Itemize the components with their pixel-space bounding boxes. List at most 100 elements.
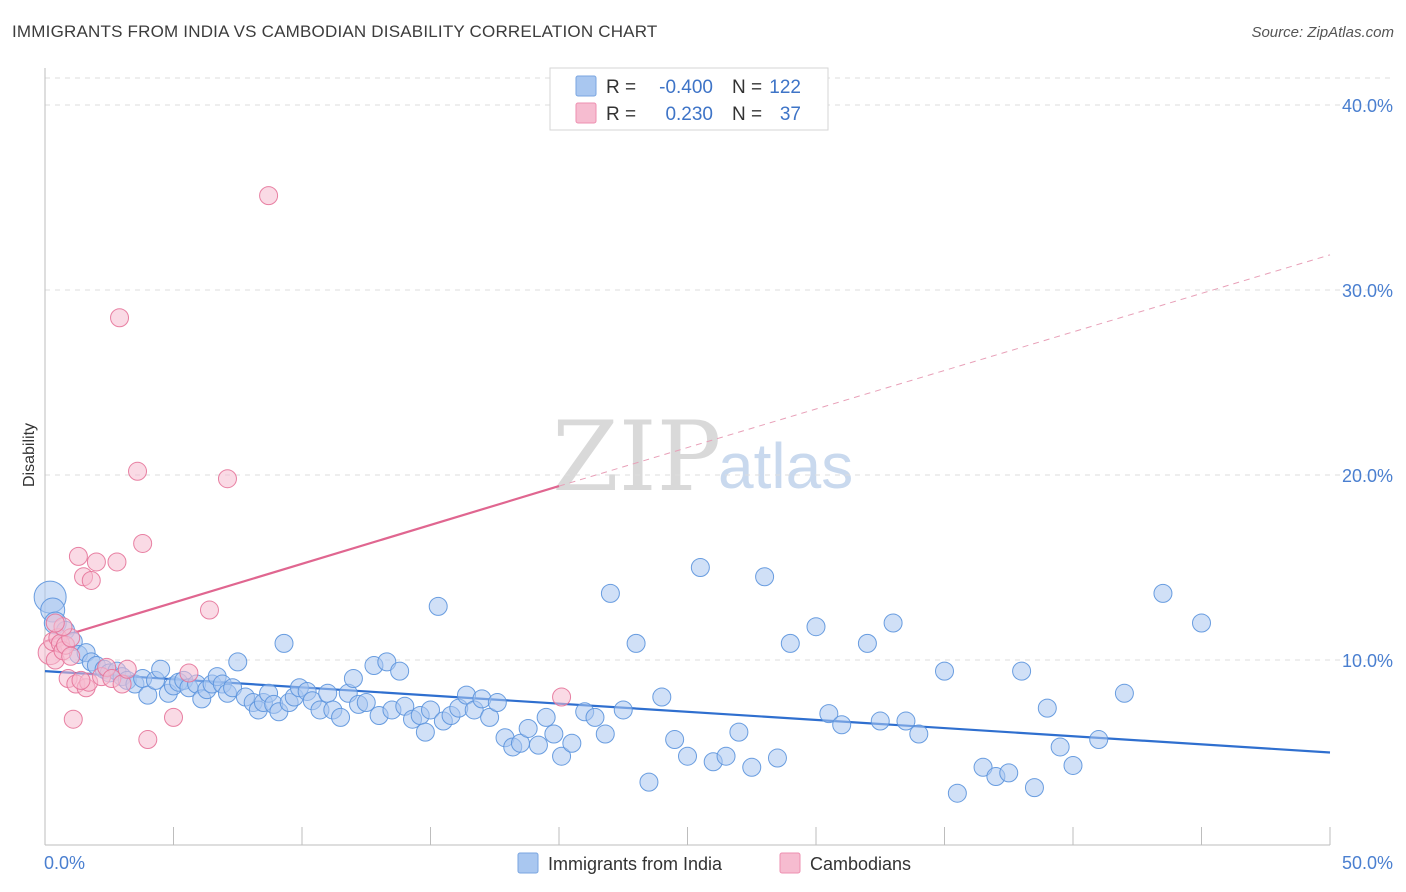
bottom-legend-label-india: Immigrants from India	[548, 854, 723, 874]
india-point	[480, 707, 500, 727]
bottom-legend-label-cambodians: Cambodians	[810, 854, 911, 874]
axes	[44, 68, 1331, 846]
india-point	[896, 711, 916, 731]
india-point	[678, 746, 697, 766]
cambodian-point	[199, 600, 219, 620]
cambodian-point	[259, 186, 279, 206]
india-point	[626, 633, 646, 653]
india-point	[947, 783, 967, 803]
source-label: Source: ZipAtlas.com	[1251, 24, 1394, 41]
gridlines	[45, 77, 1395, 661]
y-tick-labels: 10.0% 20.0% 30.0% 40.0%	[1342, 96, 1393, 671]
india-point	[1012, 661, 1032, 681]
india-point	[665, 730, 685, 750]
india-point	[755, 567, 775, 587]
watermark-atlas: atlas	[718, 430, 853, 502]
india-point	[742, 757, 762, 777]
cambodian-point	[86, 552, 106, 572]
y-axis-label: Disability	[21, 423, 38, 487]
legend-swatch-cambodians	[575, 102, 597, 124]
india-point	[1063, 755, 1083, 775]
watermark: ZIP atlas	[552, 401, 853, 513]
india-point	[274, 633, 294, 653]
india-point	[151, 659, 171, 679]
india-point	[585, 707, 605, 727]
india-point	[228, 652, 248, 672]
legend-n-value-cambodians: 37	[780, 104, 801, 125]
india-point	[1153, 583, 1173, 603]
india-point	[377, 652, 397, 672]
india-point	[518, 718, 538, 738]
india-point	[613, 700, 633, 720]
legend: R = -0.400 N = 122 R = 0.230 N = 37	[549, 67, 829, 131]
cambodian-point	[61, 646, 81, 666]
india-point	[428, 596, 448, 616]
india-point	[595, 724, 615, 744]
india-point	[857, 633, 877, 653]
bottom-legend-swatch-cambodians	[779, 852, 801, 874]
india-point	[528, 735, 548, 755]
trend-line-cambodians	[44, 485, 560, 643]
legend-swatch-india	[575, 75, 597, 97]
cambodian-point	[107, 552, 127, 572]
cambodian-point	[164, 707, 183, 727]
india-point	[1024, 778, 1044, 798]
india-point	[729, 722, 749, 742]
chart-title: IMMIGRANTS FROM INDIA VS CAMBODIAN DISAB…	[12, 22, 658, 41]
series-india-points	[33, 558, 1211, 803]
india-point	[1037, 698, 1057, 718]
bottom-legend: Immigrants from India Cambodians	[517, 852, 911, 874]
india-point	[652, 687, 672, 707]
cambodian-point	[110, 308, 130, 328]
india-point	[973, 757, 993, 777]
trend-line-india	[44, 670, 1331, 754]
india-point	[1114, 683, 1134, 703]
india-point	[780, 633, 800, 653]
india-point	[138, 685, 158, 705]
india-point	[487, 693, 507, 713]
india-point	[690, 558, 710, 577]
india-point	[390, 661, 410, 681]
india-point	[716, 746, 736, 766]
legend-n-label-india: N =	[732, 77, 762, 98]
india-point	[909, 724, 929, 744]
legend-r-label-cambodians: R =	[606, 104, 636, 125]
india-point	[343, 669, 363, 688]
india-point	[552, 746, 572, 766]
cambodian-point	[552, 687, 572, 707]
y-tick-label: 10.0%	[1342, 651, 1393, 671]
cambodian-point	[81, 570, 101, 590]
x-tick-label: 50.0%	[1342, 853, 1393, 873]
india-point	[639, 772, 659, 792]
legend-r-value-cambodians: 0.230	[665, 104, 713, 125]
india-point	[1192, 613, 1211, 633]
india-point	[935, 661, 954, 681]
india-point	[562, 733, 582, 753]
cambodian-point	[68, 546, 88, 566]
legend-n-value-india: 122	[769, 77, 801, 98]
india-point	[767, 748, 787, 768]
india-point	[819, 704, 839, 724]
y-tick-label: 40.0%	[1342, 96, 1393, 116]
legend-n-label-cambodians: N =	[732, 104, 762, 125]
india-point	[832, 715, 852, 735]
y-tick-label: 20.0%	[1342, 466, 1393, 486]
cambodian-point	[63, 709, 83, 729]
trend-line-cambodians-extension	[558, 254, 1331, 487]
cambodian-point	[117, 659, 137, 679]
legend-r-label-india: R =	[606, 77, 636, 98]
india-point	[870, 711, 890, 731]
bottom-legend-swatch-india	[517, 852, 539, 874]
watermark-zip: ZIP	[552, 401, 721, 513]
x-tick-label: 0.0%	[44, 853, 85, 873]
cambodian-point	[133, 533, 153, 553]
cambodian-point	[217, 469, 237, 489]
cambodian-point	[128, 461, 148, 481]
cambodian-point	[71, 670, 91, 690]
x-tick-labels: 0.0% 50.0%	[44, 853, 1393, 873]
india-point	[421, 700, 440, 720]
cambodian-point	[45, 613, 65, 633]
india-point	[600, 583, 620, 603]
india-point	[318, 683, 338, 703]
india-point	[1050, 737, 1070, 757]
